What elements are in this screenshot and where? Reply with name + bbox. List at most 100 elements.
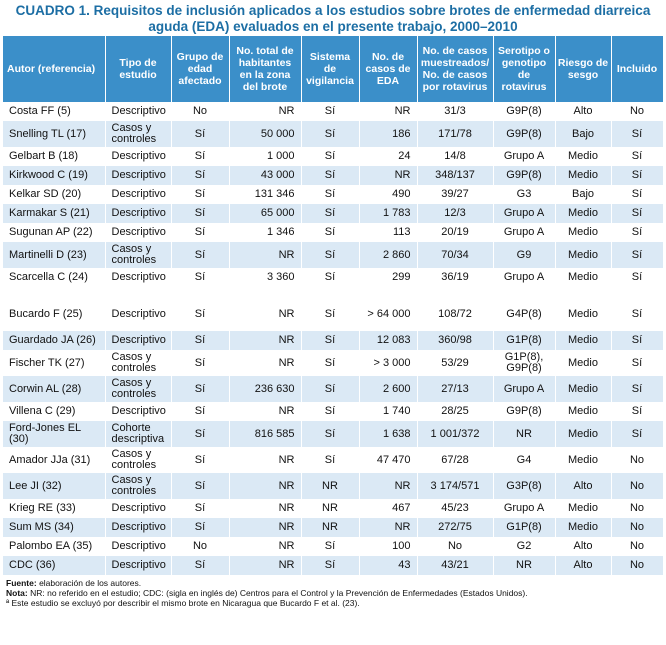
column-header: Tipo de estudio <box>105 36 172 102</box>
table-cell: NR <box>359 473 418 499</box>
source-note: Fuente: elaboración de los autores. <box>6 578 142 588</box>
table-cell: Medio <box>555 376 612 402</box>
column-header: No. total de habitantes en la zona del b… <box>229 36 302 102</box>
table-cell: 24 <box>359 147 418 166</box>
table-cell: Sí <box>171 204 230 223</box>
column-header: Serotipo o genotipo de rotavirus <box>493 36 556 102</box>
table-cell: Bucardo F (25) <box>3 298 106 331</box>
section-spacer <box>3 287 664 298</box>
table-cell: Grupo A <box>493 147 556 166</box>
table-cell: NR <box>229 402 302 421</box>
table-cell: Sí <box>301 376 360 402</box>
table-cell: 1 001/372 <box>417 421 494 447</box>
table-cell: Sí <box>611 223 664 242</box>
table-cell: Casos y controles <box>105 473 172 499</box>
abbreviation-note: Nota: NR: no referido en el estudio; CDC… <box>6 588 528 598</box>
table-cell: 360/98 <box>417 331 494 350</box>
table-cell <box>555 287 612 298</box>
table-cell: Descriptivo <box>105 223 172 242</box>
table-cell: 131 346 <box>229 185 302 204</box>
column-header: Riesgo de sesgo <box>555 36 612 102</box>
table-cell: NR <box>359 102 418 121</box>
table-cell: Descriptivo <box>105 298 172 331</box>
table-cell: Sí <box>611 350 664 376</box>
table-cell: Sí <box>171 556 230 575</box>
table-cell: 39/27 <box>417 185 494 204</box>
table-cell: No <box>611 556 664 575</box>
table-cell: 47 470 <box>359 447 418 473</box>
table-cell: Ford-Jones EL (30) <box>3 421 106 447</box>
table-cell: Snelling TL (17) <box>3 121 106 147</box>
table-cell <box>301 287 360 298</box>
table-cell: Sí <box>611 268 664 287</box>
table-cell: 348/137 <box>417 166 494 185</box>
table-cell: Medio <box>555 331 612 350</box>
table-cell: Sum MS (34) <box>3 518 106 537</box>
table-row: Bucardo F (25) Descriptivo Sí NR Sí > 64 000 1… <box>3 298 664 331</box>
table-cell: Sí <box>171 268 230 287</box>
table-cell: Descriptivo <box>105 166 172 185</box>
table-cell: 186 <box>359 121 418 147</box>
table-row: Villena C (29) Descriptivo Sí NR Sí 1 740 28/2… <box>3 402 664 421</box>
table-cell: NR <box>359 166 418 185</box>
table-cell: Medio <box>555 518 612 537</box>
table-cell: Lee JI (32) <box>3 473 106 499</box>
table-cell: 43/21 <box>417 556 494 575</box>
table-cell: 171/78 <box>417 121 494 147</box>
table-cell: Descriptivo <box>105 204 172 223</box>
table-cell: Sí <box>171 518 230 537</box>
table-cell: Sí <box>301 447 360 473</box>
table-cell: Medio <box>555 298 612 331</box>
table-cell: Grupo A <box>493 223 556 242</box>
table-cell: Sí <box>301 537 360 556</box>
table-cell: No <box>611 447 664 473</box>
table-cell: NR <box>301 499 360 518</box>
table-cell: 43 000 <box>229 166 302 185</box>
table-cell: Medio <box>555 166 612 185</box>
table-cell: 490 <box>359 185 418 204</box>
table-cell: 113 <box>359 223 418 242</box>
table-cell: Medio <box>555 223 612 242</box>
table-cell: Fischer TK (27) <box>3 350 106 376</box>
table-cell: Casos y controles <box>105 376 172 402</box>
table-cell: Descriptivo <box>105 556 172 575</box>
table-row: Lee JI (32) Casos y controles Sí NR NR NR 3 17… <box>3 473 664 499</box>
table-cell: Alto <box>555 473 612 499</box>
table-cell <box>229 287 302 298</box>
table-cell: Sí <box>171 166 230 185</box>
column-header: Incluido <box>611 36 664 102</box>
table-cell: Descriptivo <box>105 499 172 518</box>
table-cell <box>359 287 418 298</box>
table-cell: 1 638 <box>359 421 418 447</box>
table-cell: 3 360 <box>229 268 302 287</box>
table-cell: Sí <box>171 499 230 518</box>
table-cell: No <box>611 102 664 121</box>
table-cell: Descriptivo <box>105 147 172 166</box>
exclusion-note: ª Este estudio se excluyó por describir … <box>6 598 360 608</box>
table-row: Kirkwood C (19) Descriptivo Sí 43 000 Sí NR 34… <box>3 166 664 185</box>
table-cell: 50 000 <box>229 121 302 147</box>
table-cell: Medio <box>555 147 612 166</box>
table-cell: No <box>611 518 664 537</box>
table-cell: Descriptivo <box>105 518 172 537</box>
table-row: Ford-Jones EL (30) Cohorte descriptiva Sí 8… <box>3 421 664 447</box>
table-cell: Sí <box>301 185 360 204</box>
table-cell: > 3 000 <box>359 350 418 376</box>
table-cell: NR <box>229 556 302 575</box>
table-cell: G1P(8) <box>493 331 556 350</box>
table-cell: Sí <box>171 121 230 147</box>
table-cell: Sí <box>611 242 664 268</box>
table-cell: > 64 000 <box>359 298 418 331</box>
table-cell: G1P(8), G9P(8) <box>493 350 556 376</box>
table-cell: Sí <box>611 166 664 185</box>
table-row: Krieg RE (33) Descriptivo Sí NR NR 467 45/23 Gr… <box>3 499 664 518</box>
table-cell: Sí <box>301 102 360 121</box>
table-cell: Sí <box>171 147 230 166</box>
table-cell: NR <box>229 331 302 350</box>
inclusion-table: Autor (referencia) Tipo de estudio Grupo d… <box>3 36 664 575</box>
table-cell: 1 740 <box>359 402 418 421</box>
table-cell: Medio <box>555 447 612 473</box>
table-cell <box>105 287 172 298</box>
table-cell: Sí <box>171 402 230 421</box>
table-cell: No <box>611 499 664 518</box>
